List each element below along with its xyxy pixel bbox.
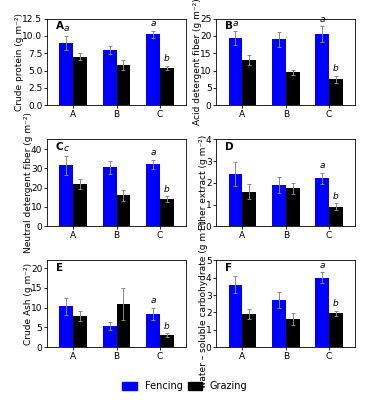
Text: E: E (56, 263, 63, 273)
Bar (286, 188, 300, 226)
Bar (272, 300, 286, 347)
Bar (329, 313, 343, 347)
Text: a: a (150, 296, 156, 305)
Text: b: b (333, 192, 339, 201)
Bar (73, 184, 87, 226)
Bar (117, 195, 130, 226)
Y-axis label: Crude Ash (g m⁻²): Crude Ash (g m⁻²) (24, 263, 33, 345)
Bar (60, 43, 73, 105)
Text: a: a (319, 261, 325, 270)
Bar (329, 79, 343, 105)
Y-axis label: Acid detergent fiber (g m⁻²): Acid detergent fiber (g m⁻²) (193, 0, 202, 125)
Text: b: b (164, 54, 170, 63)
Bar (73, 57, 87, 105)
Bar (272, 185, 286, 226)
Y-axis label: Ether extract (g m⁻²): Ether extract (g m⁻²) (199, 135, 208, 230)
Text: b: b (164, 322, 170, 331)
Bar (160, 199, 174, 226)
Text: c: c (64, 144, 69, 153)
Bar (117, 304, 130, 347)
Bar (146, 164, 160, 226)
Bar (286, 319, 300, 347)
Bar (160, 335, 174, 347)
Text: C: C (56, 142, 63, 152)
Bar (329, 207, 343, 226)
Bar (242, 314, 256, 347)
Bar (60, 306, 73, 347)
Text: A: A (56, 21, 64, 31)
Text: a: a (319, 15, 325, 24)
Bar (229, 38, 242, 105)
Bar (229, 284, 242, 347)
Text: a: a (150, 20, 156, 28)
Text: B: B (225, 21, 233, 31)
Bar (103, 167, 117, 226)
Legend: Fencing, Grazing: Fencing, Grazing (121, 379, 249, 393)
Bar (315, 34, 329, 105)
Y-axis label: Neutral detergent fiber (g m⁻²): Neutral detergent fiber (g m⁻²) (24, 112, 33, 253)
Bar (272, 39, 286, 105)
Text: b: b (164, 185, 170, 194)
Text: D: D (225, 142, 233, 152)
Bar (60, 166, 73, 226)
Text: b: b (333, 299, 339, 308)
Bar (160, 68, 174, 105)
Bar (146, 34, 160, 105)
Bar (242, 192, 256, 226)
Bar (242, 60, 256, 105)
Text: a: a (150, 148, 156, 157)
Text: F: F (225, 263, 232, 273)
Bar (73, 316, 87, 347)
Text: a: a (319, 162, 325, 170)
Y-axis label: water – soluble carbohydrate (g m⁻²): water – soluble carbohydrate (g m⁻²) (199, 220, 208, 388)
Bar (103, 50, 117, 105)
Text: a: a (64, 24, 69, 33)
Text: b: b (333, 64, 339, 73)
Text: a: a (233, 19, 238, 28)
Bar (103, 326, 117, 347)
Bar (229, 174, 242, 226)
Bar (315, 278, 329, 347)
Bar (146, 314, 160, 347)
Bar (117, 65, 130, 105)
Bar (286, 72, 300, 105)
Y-axis label: Crude protein (g m⁻²): Crude protein (g m⁻²) (15, 13, 24, 111)
Bar (315, 178, 329, 226)
